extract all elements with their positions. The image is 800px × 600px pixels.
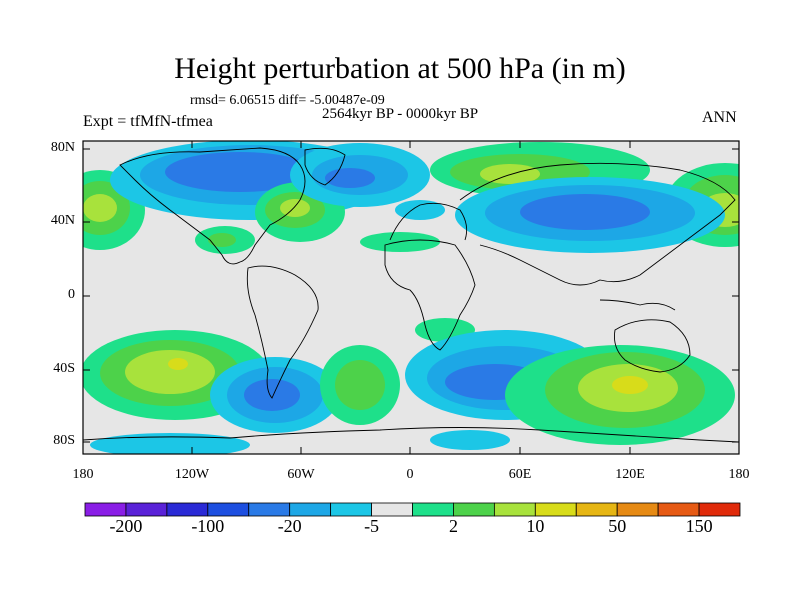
colorbar-swatch (453, 502, 495, 517)
colorbar-swatch (698, 502, 741, 517)
colorbar-swatch (493, 502, 536, 517)
lon-label: 60W (287, 467, 315, 482)
lon-label: 120E (615, 467, 645, 482)
colorbar-swatch (289, 502, 332, 517)
colorbar-swatch (125, 502, 168, 517)
lat-label: 80S (53, 433, 75, 448)
colorbar-swatch (166, 502, 209, 517)
lon-label: 180 (72, 467, 94, 482)
lon-label: 120W (174, 467, 210, 482)
colorbar-swatch (575, 502, 618, 517)
colorbar-label: -20 (277, 516, 302, 536)
colorbar-swatch (248, 502, 291, 517)
colorbar-swatch (330, 502, 372, 517)
colorbar (84, 502, 741, 517)
colorbar-label: -100 (191, 516, 225, 536)
lat-label: 80N (50, 140, 75, 155)
colorbar-swatch (534, 502, 577, 517)
colorbar-label: 2 (448, 516, 458, 536)
lon-label: 0 (406, 467, 414, 482)
axis-ticks (82, 141, 740, 454)
lon-label: 60E (508, 467, 532, 482)
colorbar-label: -5 (364, 516, 380, 536)
stats-line: rmsd= 6.06515 diff= -5.00487e-09 (190, 93, 385, 108)
colorbar-swatch (616, 502, 659, 517)
coastlines (83, 147, 739, 443)
colorbar-label: 10 (526, 516, 545, 536)
colorbar-label: 150 (685, 516, 713, 536)
colorbar-swatch (371, 502, 413, 517)
chart-title: Height perturbation at 500 hPa (in m) (174, 52, 626, 85)
lat-label: 0 (68, 287, 75, 302)
lat-label: 40N (50, 213, 75, 228)
colorbar-swatch (84, 502, 127, 517)
period-label: 2564kyr BP - 0000kyr BP (322, 106, 479, 122)
contour-field (83, 141, 739, 454)
colorbar-swatch (412, 502, 454, 517)
lat-label: 40S (53, 361, 75, 376)
plot-frame (82, 140, 740, 455)
colorbar-label: 50 (608, 516, 627, 536)
lon-label: 180 (728, 467, 750, 482)
colorbar-swatch (657, 502, 700, 517)
colorbar-label: -200 (109, 516, 143, 536)
experiment-label: Expt = tfMfN-tfmea (83, 113, 213, 130)
colorbar-swatch (207, 502, 250, 517)
season-label: ANN (702, 109, 737, 126)
